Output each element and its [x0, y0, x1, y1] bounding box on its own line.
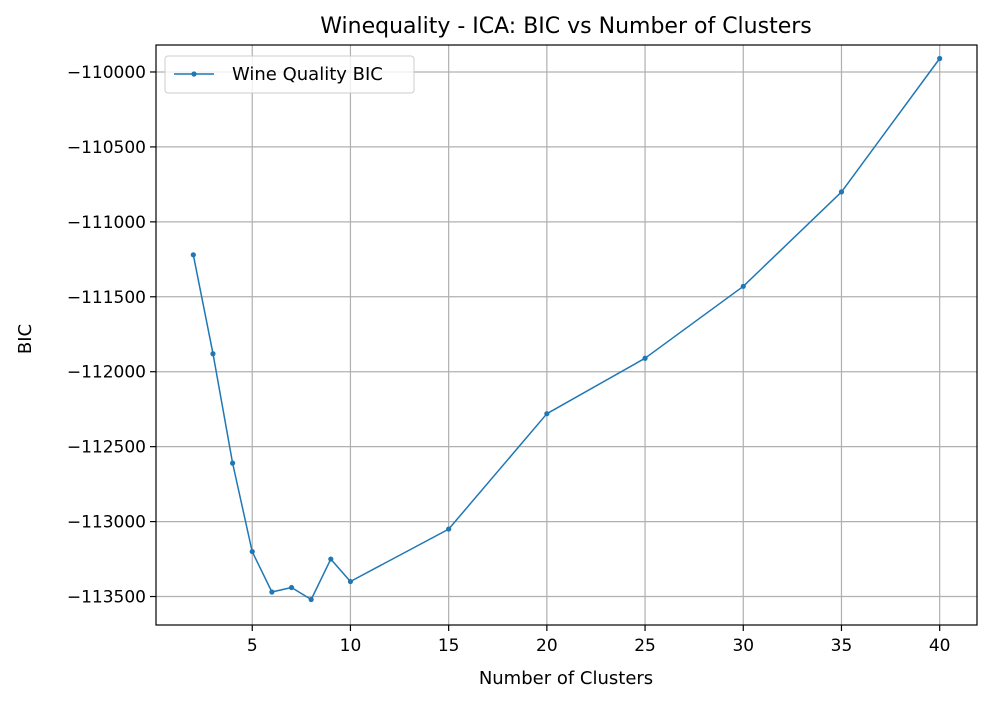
- x-axis-ticks: 5 10 15 20 25 30 35 40: [247, 625, 951, 656]
- data-point: [937, 55, 943, 62]
- x-tick-label: 5: [247, 636, 258, 656]
- data-point: [210, 351, 216, 357]
- y-tick-label: −112000: [67, 363, 146, 383]
- y-tick-label: −110000: [67, 63, 146, 83]
- y-tick-label: −113000: [67, 513, 146, 533]
- y-tick-label: −113500: [67, 588, 146, 608]
- y-axis-ticks: −110000 −110500 −111000 −111500 −112000 −1125…: [67, 63, 156, 608]
- x-tick-label: 30: [732, 636, 754, 656]
- data-point: [446, 526, 452, 532]
- x-tick-label: 20: [536, 636, 558, 656]
- series-layer: [190, 55, 943, 603]
- y-tick-label: −111000: [67, 213, 146, 233]
- data-point: [642, 355, 648, 361]
- x-tick-label: 40: [929, 636, 951, 656]
- data-point: [838, 189, 845, 195]
- y-tick-label: −111500: [67, 288, 146, 308]
- y-axis-label: BIC: [15, 324, 36, 354]
- legend-box: [164, 55, 415, 94]
- data-point: [544, 411, 550, 417]
- data-point: [308, 596, 314, 603]
- x-tick-label: 15: [438, 636, 460, 656]
- plot-frame: [155, 44, 978, 626]
- data-point: [347, 578, 354, 585]
- x-tick-label: 10: [340, 636, 362, 656]
- y-tick-label: −110500: [67, 138, 146, 158]
- legend-label: Wine Quality BIC: [232, 64, 383, 85]
- data-point: [328, 556, 334, 562]
- x-tick-label: 35: [831, 636, 853, 656]
- legend: Wine Quality BIC: [164, 55, 415, 94]
- y-tick-label: −112500: [67, 438, 146, 458]
- data-point: [190, 252, 196, 258]
- data-point: [288, 584, 295, 591]
- grid: [156, 45, 977, 625]
- data-point: [740, 283, 746, 289]
- x-axis-label: Number of Clusters: [479, 668, 653, 689]
- data-point: [269, 589, 275, 595]
- data-point: [249, 548, 255, 555]
- data-point: [230, 460, 236, 466]
- chart-title: Winequality - ICA: BIC vs Number of Clus…: [320, 14, 812, 39]
- legend-marker: [191, 71, 197, 77]
- x-tick-label: 25: [634, 636, 656, 656]
